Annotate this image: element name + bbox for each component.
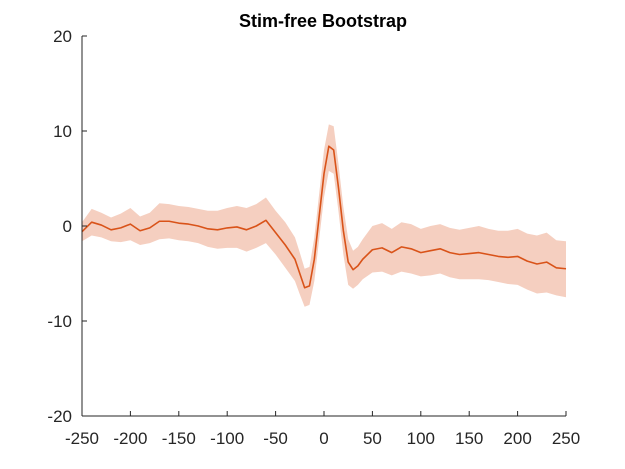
y-tick-label: 10 — [53, 122, 72, 141]
x-tick-label: 100 — [407, 429, 435, 448]
x-tick-label: -250 — [65, 429, 99, 448]
x-tick-label: 0 — [319, 429, 328, 448]
x-tick-label: 50 — [363, 429, 382, 448]
x-tick-label: 250 — [552, 429, 580, 448]
confidence-band-0 — [82, 124, 566, 307]
plot-area — [81, 124, 567, 307]
x-tick-label: 150 — [455, 429, 483, 448]
y-tick-label: 0 — [63, 217, 72, 236]
chart-title: Stim-free Bootstrap — [239, 11, 407, 31]
y-tick-label: -20 — [47, 407, 72, 426]
mean-line-0 — [81, 145, 567, 289]
y-ticks: -20 -10 0 10 20 — [47, 27, 87, 426]
x-tick-label: -150 — [162, 429, 196, 448]
x-tick-label: -100 — [210, 429, 244, 448]
x-tick-label: 200 — [503, 429, 531, 448]
x-ticks: -250 -200 -150 -100 -50 0 50 100 150 200 250 — [65, 411, 580, 448]
y-tick-label: -10 — [47, 312, 72, 331]
x-tick-label: -200 — [113, 429, 147, 448]
y-tick-label: 20 — [53, 27, 72, 46]
x-tick-label: -50 — [263, 429, 288, 448]
